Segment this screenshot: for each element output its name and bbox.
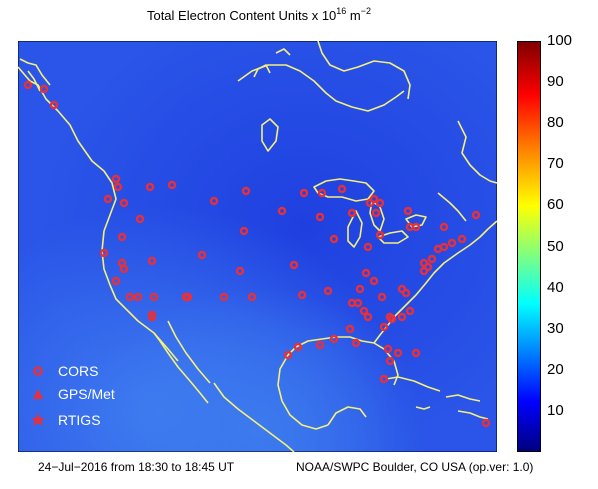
cors-station-marker: [315, 340, 325, 350]
cors-station-marker: [379, 322, 389, 332]
cors-station-marker: [289, 260, 299, 270]
cors-station-marker: [135, 214, 145, 224]
cors-station-marker: [277, 206, 287, 216]
cors-station-marker: [387, 314, 397, 324]
cors-station-marker: [375, 198, 385, 208]
cors-station-marker: [329, 334, 339, 344]
cors-station-marker: [111, 276, 121, 286]
cors-station-marker: [147, 310, 157, 320]
colorbar-tick-label: 80: [547, 114, 564, 132]
cors-station-marker: [361, 268, 371, 278]
cors-station-marker: [369, 276, 379, 286]
cors-station-marker: [239, 226, 249, 236]
colorbar-tick-label: 20: [547, 360, 564, 378]
cors-station-marker: [125, 292, 135, 302]
source-credit: NOAA/SWPC Boulder, CO USA (op.ver: 1.0): [296, 460, 534, 474]
cors-station-marker: [427, 254, 437, 264]
cors-station-marker: [297, 290, 307, 300]
cors-station-marker: [405, 306, 415, 316]
cors-station-marker: [345, 324, 355, 334]
station-markers: [23, 80, 491, 428]
cors-station-marker: [317, 188, 327, 198]
colorbar-tick-label: 60: [547, 196, 564, 214]
cors-station-marker: [439, 222, 449, 232]
cors-station-marker: [113, 182, 123, 192]
cors-station-marker: [447, 238, 457, 248]
legend-label-gpsmet: GPS/Met: [58, 386, 115, 402]
gpsmet-legend-marker: [33, 389, 43, 399]
cors-station-marker: [315, 212, 325, 222]
cors-station-marker: [119, 198, 129, 208]
colorbar-tick-label: 100: [547, 32, 573, 49]
cors-station-marker: [119, 264, 129, 274]
colorbar-tick-label: 70: [547, 155, 564, 173]
cors-station-marker: [481, 418, 491, 428]
cors-station-marker: [241, 186, 251, 196]
cors-station-marker: [197, 250, 207, 260]
cors-station-marker: [293, 342, 303, 352]
cors-station-marker: [359, 306, 369, 316]
cors-station-marker: [457, 234, 467, 244]
cors-station-marker: [329, 234, 339, 244]
cors-station-marker: [337, 184, 347, 194]
cors-station-marker: [375, 230, 385, 240]
cors-station-marker: [99, 248, 109, 258]
cors-station-marker: [363, 312, 373, 322]
map-title: Total Electron Content Units x 1016 m−2: [146, 6, 372, 23]
colorbar-tick-label: 40: [547, 278, 564, 296]
colorbar-tick-label: 30: [547, 319, 564, 337]
colorbar-tick-label: 10: [547, 401, 564, 419]
legend: CORS GPS/Met RTIGS: [31, 363, 115, 428]
cors-station-marker: [419, 266, 429, 276]
cors-station-marker: [377, 292, 387, 302]
date-time-range: 24−Jul−2016 from 18:30 to 18:45 UT: [38, 460, 235, 474]
colorbar-tick-label: 50: [547, 237, 564, 255]
cors-station-marker: [145, 182, 155, 192]
cors-station-marker: [347, 208, 357, 218]
cors-station-marker: [363, 242, 373, 252]
rtigs-legend-marker: [31, 413, 45, 426]
cors-station-marker: [39, 84, 49, 94]
cors-station-marker: [147, 256, 157, 266]
cors-legend-marker: [33, 366, 43, 376]
cors-station-marker: [149, 292, 159, 302]
cors-station-marker: [117, 232, 127, 242]
cors-station-marker: [23, 80, 33, 90]
cors-station-marker: [385, 356, 395, 366]
cors-station-marker: [247, 292, 257, 302]
cors-station-marker: [219, 292, 229, 302]
cors-station-marker: [379, 374, 389, 384]
cors-station-marker: [351, 338, 361, 348]
cors-station-marker: [371, 208, 381, 218]
tec-map: CORS GPS/Met RTIGS: [18, 41, 497, 452]
cors-station-marker: [393, 348, 403, 358]
cors-station-marker: [283, 350, 293, 360]
cors-station-marker: [383, 344, 393, 354]
cors-station-marker: [235, 266, 245, 276]
cors-station-marker: [111, 174, 121, 184]
cors-station-marker: [299, 188, 309, 198]
cors-station-marker: [183, 292, 193, 302]
cors-station-marker: [411, 348, 421, 358]
cors-station-marker: [397, 312, 407, 322]
coastlines: [18, 41, 497, 452]
cors-station-marker: [49, 100, 59, 110]
cors-station-marker: [323, 286, 333, 296]
colorbar-tick-label: 90: [547, 73, 564, 91]
cors-station-marker: [103, 194, 113, 204]
cors-station-marker: [355, 284, 365, 294]
cors-station-marker: [347, 298, 357, 308]
legend-label-cors: CORS: [58, 363, 98, 379]
cors-station-marker: [471, 210, 481, 220]
cors-station-marker: [365, 198, 375, 208]
cors-station-marker: [167, 180, 177, 190]
cors-station-marker: [403, 206, 413, 216]
cors-station-marker: [397, 284, 407, 294]
cors-station-marker: [209, 196, 219, 206]
legend-label-rtigs: RTIGS: [58, 412, 101, 428]
cors-station-marker: [133, 292, 143, 302]
cors-station-marker: [439, 242, 449, 252]
cors-station-marker: [405, 222, 415, 232]
colorbar: [517, 41, 541, 452]
